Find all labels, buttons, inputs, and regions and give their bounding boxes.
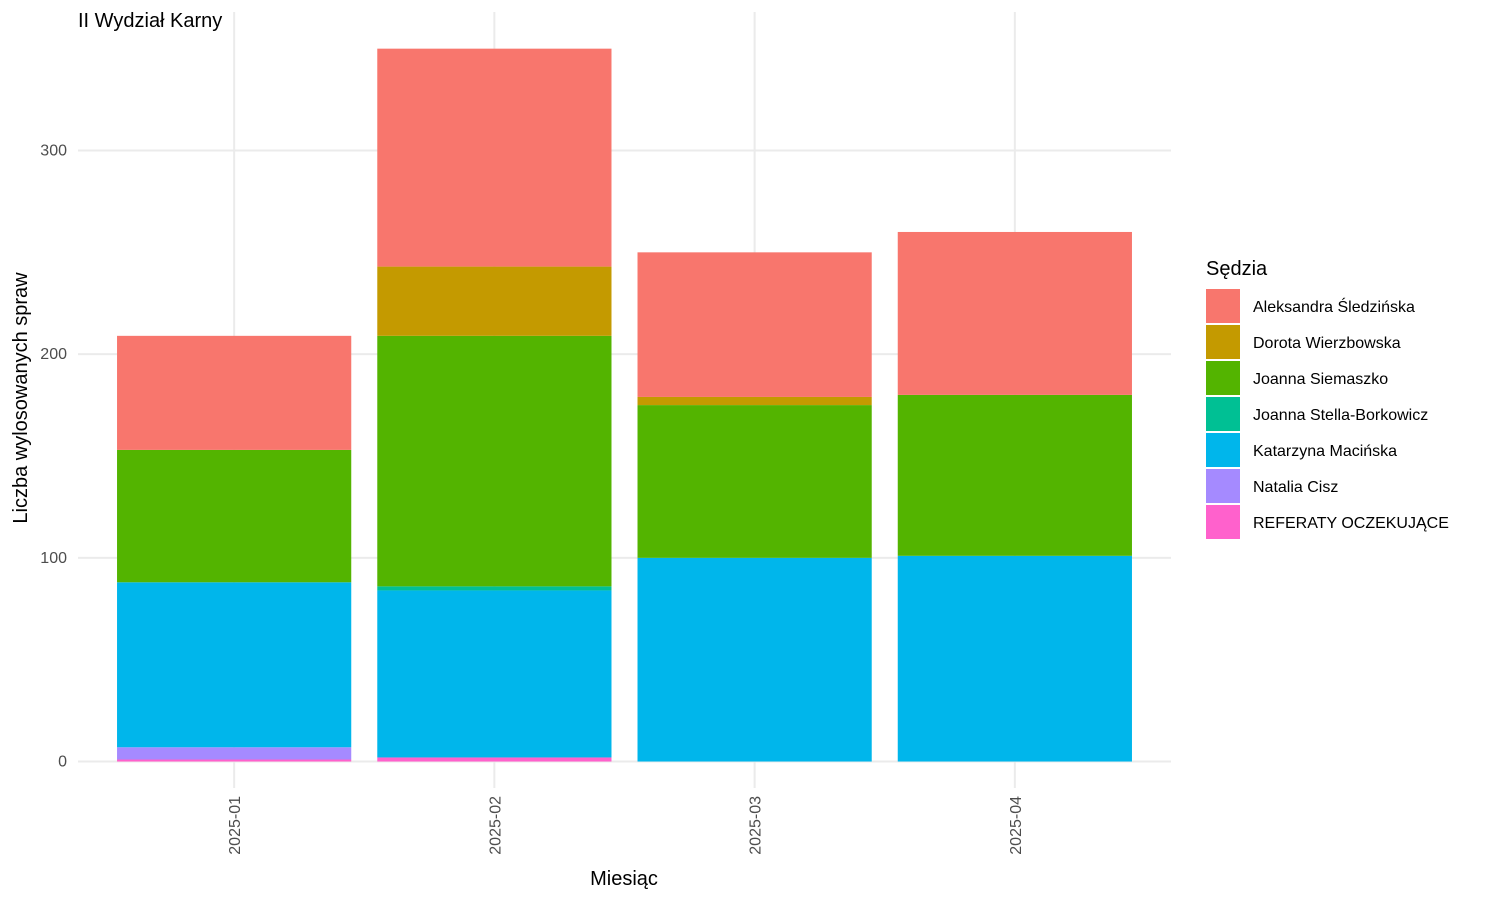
- bars: [117, 48, 1132, 762]
- legend-title: Sędzia: [1206, 258, 1268, 280]
- legend-label: Dorota Wierzbowska: [1253, 335, 1401, 352]
- legend-swatch: [1206, 505, 1240, 539]
- legend-label: Natalia Cisz: [1253, 479, 1338, 496]
- bar-segment: [897, 394, 1132, 556]
- legend-label: Katarzyna Macińska: [1253, 443, 1397, 460]
- y-axis-ticks: 0 100 200 300: [40, 142, 67, 770]
- bar-segment: [377, 590, 612, 758]
- bar-segment: [117, 747, 352, 760]
- legend-label: REFERATY OCZEKUJĄCE: [1253, 515, 1449, 532]
- y-axis-title: Liczba wylosowanych spraw: [10, 272, 32, 524]
- bar-segment: [117, 759, 352, 762]
- legend-swatch: [1206, 397, 1240, 431]
- bar-segment: [637, 396, 872, 406]
- bar-segment: [377, 266, 612, 336]
- legend-label: Joanna Siemaszko: [1253, 371, 1388, 388]
- bar-segment: [377, 757, 612, 762]
- bar-segment: [637, 252, 872, 397]
- bar-segment: [897, 555, 1132, 762]
- bar-segment: [377, 48, 612, 267]
- x-tick-label: 2025-04: [1008, 796, 1025, 855]
- y-tick-label: 200: [40, 346, 67, 363]
- legend-swatch: [1206, 361, 1240, 395]
- legend-swatch: [1206, 325, 1240, 359]
- bar-segment: [897, 231, 1132, 395]
- y-tick-label: 0: [58, 754, 67, 771]
- legend-label: Aleksandra Śledzińska: [1253, 297, 1415, 316]
- bar-segment: [377, 335, 612, 587]
- y-tick-label: 300: [40, 142, 67, 159]
- legend-swatch: [1206, 469, 1240, 503]
- legend-swatch: [1206, 289, 1240, 323]
- bar-segment: [637, 557, 872, 762]
- x-axis-title: Miesiąc: [590, 868, 658, 890]
- bar-segment: [117, 449, 352, 583]
- x-tick-label: 2025-02: [487, 796, 504, 855]
- x-tick-label: 2025-03: [748, 796, 765, 855]
- x-tick-label: 2025-01: [227, 796, 244, 855]
- x-axis-ticks: 2025-01 2025-02 2025-03 2025-04: [227, 796, 1025, 855]
- y-tick-label: 100: [40, 550, 67, 567]
- bar-segment: [377, 586, 612, 591]
- legend-swatch: [1206, 433, 1240, 467]
- bar-segment: [117, 582, 352, 748]
- bar-segment: [117, 335, 352, 450]
- bar-segment: [637, 405, 872, 558]
- legend: Sędzia Aleksandra Śledzińska Dorota Wierz…: [1206, 258, 1449, 539]
- legend-label: Joanna Stella-Borkowicz: [1253, 407, 1428, 424]
- chart-title: II Wydział Karny: [78, 10, 222, 32]
